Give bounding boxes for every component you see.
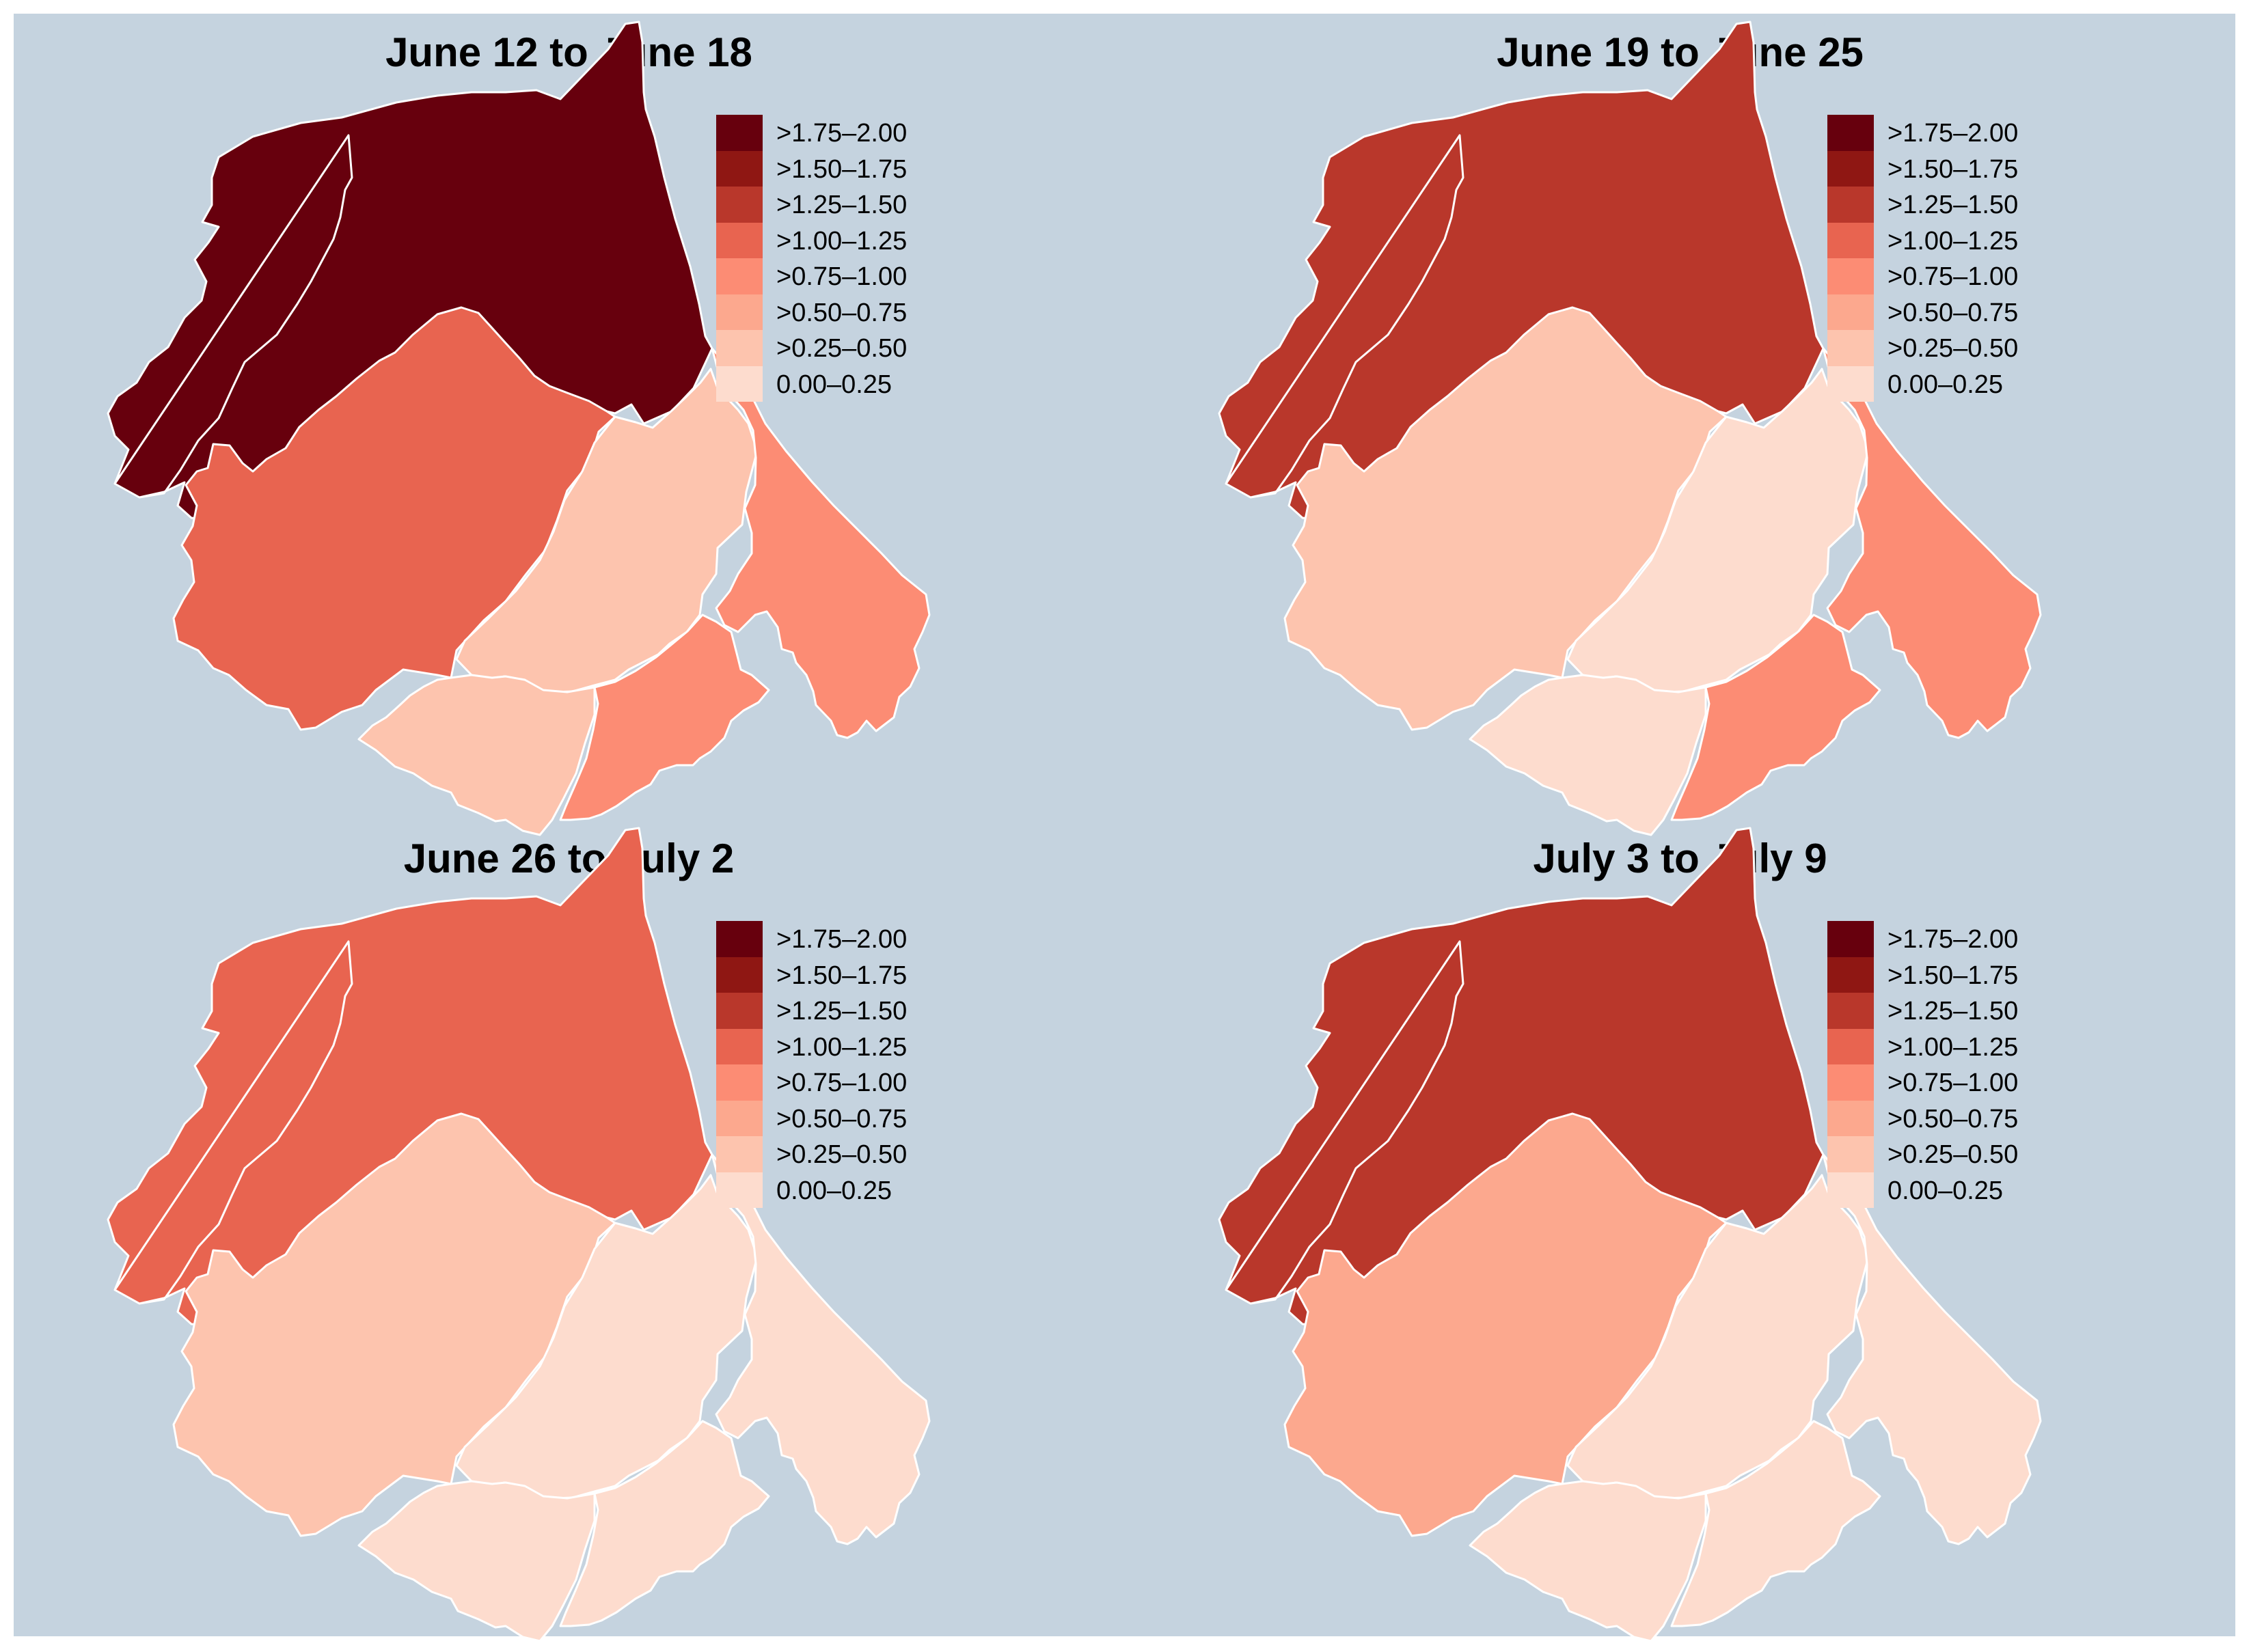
legend-swatch: [716, 115, 763, 151]
legend-swatch: [716, 150, 763, 187]
legend-swatch: [1827, 956, 1874, 993]
region-east: [1822, 347, 2042, 739]
choropleth-map: [1218, 20, 2042, 836]
legend-swatch: [1827, 921, 1874, 957]
legend-swatch: [716, 1136, 763, 1172]
region-east: [711, 1153, 931, 1545]
legend-swatch: [716, 330, 763, 366]
legend-label: >0.50–0.75: [1887, 298, 2019, 327]
legend-label: >1.00–1.25: [1887, 226, 2019, 256]
legend-label: >1.25–1.50: [1887, 997, 2019, 1025]
legend-label: >1.75–2.00: [1887, 119, 2019, 148]
legend-label: >0.25–0.50: [1887, 1140, 2019, 1169]
legend-label: >1.50–1.75: [1887, 961, 2019, 990]
legend-swatch: [1827, 366, 1874, 402]
legend-label: >1.25–1.50: [776, 997, 908, 1025]
legend-swatch: [1827, 294, 1874, 330]
legend-label: >0.25–0.50: [776, 334, 908, 363]
legend-label: 0.00–0.25: [1887, 1176, 2004, 1205]
region-central: [455, 1174, 759, 1500]
legend-label: >0.50–0.75: [776, 298, 908, 327]
region-central: [455, 368, 759, 693]
legend-swatch: [1827, 222, 1874, 258]
region-southcentral: [559, 1420, 770, 1627]
legend-label: >1.75–2.00: [1887, 925, 2019, 954]
panel-title: June 12 to June 18: [385, 29, 752, 75]
legend-swatch: [716, 294, 763, 330]
panel-title: July 3 to July 9: [1533, 836, 1827, 881]
legend-swatch: [716, 956, 763, 993]
legend-swatch: [1827, 330, 1874, 366]
legend-swatch: [716, 366, 763, 402]
legend-label: >0.25–0.50: [1887, 334, 2019, 363]
legend-label: >1.50–1.75: [1887, 154, 2019, 184]
region-southwest: [1469, 674, 1707, 836]
legend-label: >1.00–1.25: [776, 1032, 908, 1062]
map-panel: June 26 to July 2 >1.75–2.00 >1.50–1.75 >1…: [14, 820, 1124, 1642]
region-central: [1566, 368, 1870, 693]
legend-swatch: [716, 921, 763, 957]
legend-swatch: [716, 1028, 763, 1064]
region-central: [1566, 1174, 1870, 1500]
legend-swatch: [716, 1064, 763, 1101]
legend-label: >0.75–1.00: [1887, 262, 2019, 291]
legend-swatch: [716, 222, 763, 258]
map-figure: June 12 to June 18 >1.75–2.00 >1.50–1.75 >…: [14, 14, 2235, 1642]
legend-swatch: [716, 187, 763, 223]
legend-label: >1.50–1.75: [776, 961, 908, 990]
panel-title: June 19 to June 25: [1497, 29, 1864, 75]
choropleth-map: [1218, 827, 2042, 1642]
legend-label: >1.00–1.25: [1887, 1032, 2019, 1062]
legend-swatch: [716, 1100, 763, 1136]
region-southwest: [357, 1480, 596, 1642]
map-panel: July 3 to July 9 >1.75–2.00 >1.50–1.75 >1.…: [1125, 820, 2235, 1642]
legend-swatch: [716, 258, 763, 294]
legend-swatch: [1827, 115, 1874, 151]
legend-label: >0.25–0.50: [776, 1140, 908, 1169]
map-panel: June 12 to June 18 >1.75–2.00 >1.50–1.75 >…: [14, 14, 1124, 836]
legend-label: >0.50–0.75: [776, 1104, 908, 1133]
region-east: [1822, 1153, 2042, 1545]
region-southcentral: [1670, 1420, 1881, 1627]
legend-label: 0.00–0.25: [776, 370, 892, 399]
region-southwest: [1469, 1480, 1707, 1642]
region-southcentral: [1670, 614, 1881, 821]
legend-swatch: [1827, 1100, 1874, 1136]
legend-swatch: [1827, 1064, 1874, 1101]
legend-label: >0.75–1.00: [776, 1069, 908, 1097]
legend-swatch: [1827, 1028, 1874, 1064]
choropleth-map: [107, 827, 931, 1642]
legend-swatch: [1827, 1172, 1874, 1208]
legend-swatch: [1827, 150, 1874, 187]
legend-label: >1.25–1.50: [1887, 191, 2019, 219]
panel-title: June 26 to July 2: [403, 836, 735, 881]
region-east: [711, 347, 931, 739]
choropleth-map: [107, 20, 931, 836]
legend-label: >1.00–1.25: [776, 226, 908, 256]
legend-label: >1.25–1.50: [776, 191, 908, 219]
legend-label: >0.75–1.00: [1887, 1069, 2019, 1097]
legend-label: >1.50–1.75: [776, 154, 908, 184]
map-panel: June 19 to June 25 >1.75–2.00 >1.50–1.75 >…: [1125, 14, 2235, 836]
legend-label: 0.00–0.25: [776, 1176, 892, 1205]
legend-swatch: [1827, 187, 1874, 223]
legend-label: >1.75–2.00: [776, 119, 908, 148]
legend-label: 0.00–0.25: [1887, 370, 2004, 399]
region-southwest: [357, 674, 596, 836]
legend-swatch: [1827, 258, 1874, 294]
region-southcentral: [559, 614, 770, 821]
legend-label: >0.50–0.75: [1887, 1104, 2019, 1133]
legend-swatch: [1827, 993, 1874, 1029]
legend-swatch: [716, 993, 763, 1029]
legend-swatch: [1827, 1136, 1874, 1172]
legend-label: >0.75–1.00: [776, 262, 908, 291]
legend-label: >1.75–2.00: [776, 925, 908, 954]
legend-swatch: [716, 1172, 763, 1208]
